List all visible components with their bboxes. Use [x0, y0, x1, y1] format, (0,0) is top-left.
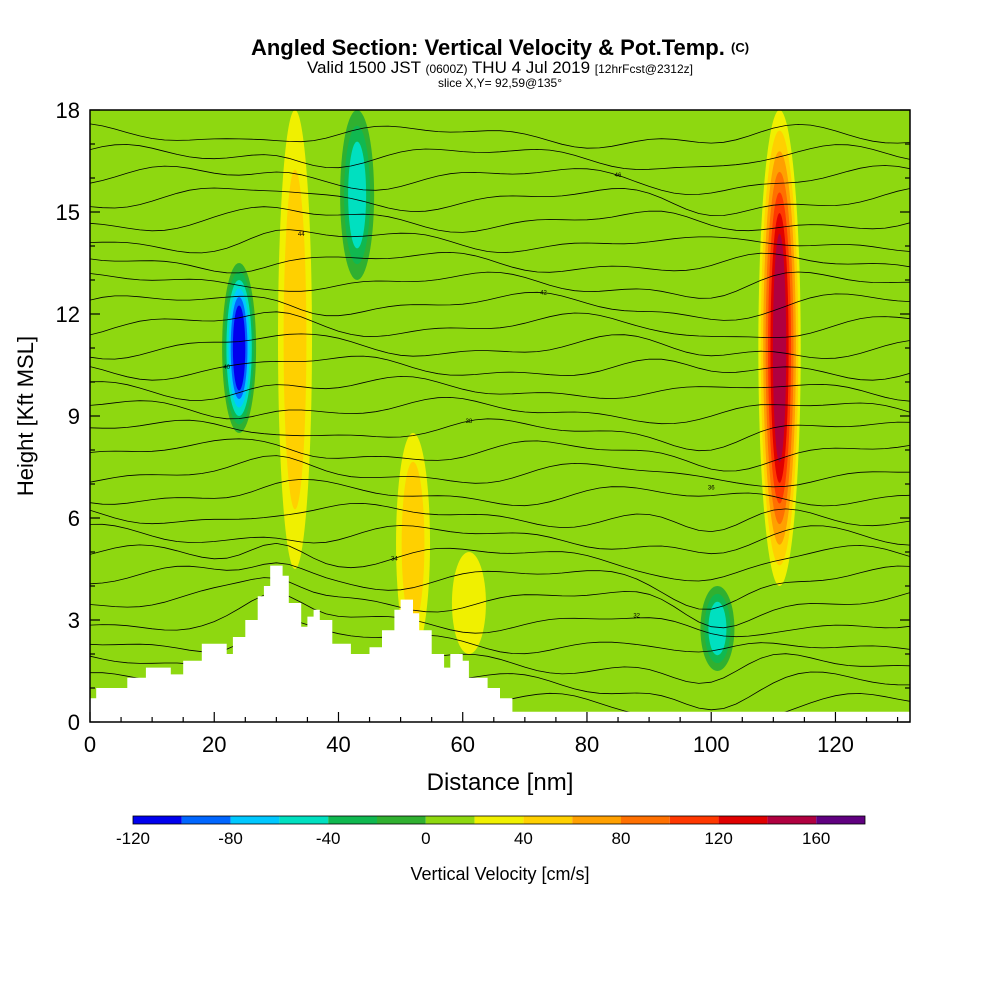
isentrope: [90, 455, 910, 488]
isentrope-label: 32: [633, 614, 640, 620]
isentrope: [90, 229, 910, 254]
isentrope-label: 36: [708, 485, 715, 491]
y-axis-label: Height [Kft MSL]: [13, 336, 38, 496]
x-axis-label: Distance [nm]: [427, 769, 574, 796]
colorbar-swatch: [718, 816, 768, 824]
y-tick-label: 3: [68, 608, 80, 633]
colorbar-swatch: [572, 816, 621, 824]
isentrope: [90, 592, 910, 638]
colorbar-tick-label: 120: [704, 829, 732, 848]
colorbar-swatch: [523, 816, 573, 824]
colorbar-swatch: [133, 816, 182, 824]
isentrope: [90, 438, 910, 472]
isentrope: [90, 291, 910, 321]
isentrope: [90, 271, 910, 299]
colorbar-swatch: [279, 816, 329, 824]
colorbar-tick-label: 0: [421, 829, 430, 848]
colorbar-swatch: [377, 816, 426, 824]
isentrope: [90, 542, 910, 582]
y-tick-label: 6: [68, 506, 80, 531]
updraft-band: [772, 233, 787, 463]
terrain-profile: [90, 565, 910, 722]
isentrope-label: 38: [466, 419, 473, 425]
colorbar-swatch: [669, 816, 719, 824]
colorbar-label: Vertical Velocity [cm/s]: [410, 864, 590, 884]
colorbar-swatch: [474, 816, 524, 824]
x-tick-label: 120: [817, 732, 854, 757]
x-tick-label: 0: [84, 732, 96, 757]
colorbar-swatch: [230, 816, 280, 824]
forecast-info: [12hrFcst@2312z]: [594, 62, 693, 76]
isentrope: [90, 187, 910, 217]
isentrope: [90, 144, 910, 170]
x-tick-label: 60: [450, 732, 474, 757]
colorbar-tick-label: 160: [802, 829, 830, 848]
x-tick-label: 20: [202, 732, 226, 757]
updraft-band: [401, 461, 425, 626]
colorbar-tick-label: -80: [218, 829, 243, 848]
colorbar-swatch: [425, 816, 475, 824]
slice-info: slice X,Y= 92,59@135°: [437, 76, 563, 90]
colorbar-border: [132, 815, 866, 825]
isentrope: [90, 396, 910, 425]
y-tick-label: 18: [56, 98, 80, 123]
updraft-band: [283, 169, 307, 510]
isentrope: [90, 375, 910, 402]
y-tick-label: 0: [68, 710, 80, 735]
colorbar-tick-label: 80: [612, 829, 631, 848]
downdraft-band: [232, 305, 246, 391]
colorbar: -120 -80 -40 0 40 80 120 160: [116, 815, 866, 848]
colorbar-tick-label: -40: [316, 829, 341, 848]
valid-utc: (0600Z): [425, 62, 468, 76]
x-tick-label: 100: [693, 732, 730, 757]
isentrope-label: 34: [391, 556, 398, 562]
y-tick-label: 12: [56, 302, 80, 327]
valid-time: Valid 1500 JST: [306, 58, 421, 77]
colorbar-swatch: [181, 816, 231, 824]
isentrope: [90, 311, 910, 339]
downdraft-band: [348, 141, 367, 249]
isentrope: [90, 418, 910, 452]
isentrope-label: 44: [298, 232, 305, 238]
isentrope-label: 40: [223, 365, 230, 371]
isentrope: [90, 165, 910, 195]
colorbar-swatch: [328, 816, 377, 824]
chart-title-unit: (C): [731, 40, 750, 55]
isentrope: [90, 123, 910, 149]
x-axis: 0 20 40 60 80 100 120: [84, 712, 899, 757]
isentrope: [90, 478, 910, 507]
isentrope: [90, 562, 910, 610]
colorbar-swatch: [767, 816, 817, 824]
colorbar-swatch: [621, 816, 670, 824]
y-tick-label: 15: [56, 200, 80, 225]
chart-title: Angled Section: Vertical Velocity & Pot.…: [0, 36, 1000, 60]
updraft-band: [451, 552, 486, 654]
valid-time-line: Valid 1500 JST (0600Z) THU 4 Jul 2019 [1…: [0, 59, 1000, 78]
colorbar-swatch: [816, 816, 865, 824]
isentrope: [90, 251, 910, 274]
colorbar-tick-label: 40: [514, 829, 533, 848]
y-tick-label: 9: [68, 404, 80, 429]
isentrope: [90, 502, 910, 533]
colorbar-tick-label: -120: [116, 829, 150, 848]
valid-date: THU 4 Jul 2019: [471, 58, 591, 77]
isentrope: [90, 206, 910, 233]
isentrope-label: 42: [540, 291, 547, 297]
x-tick-label: 40: [326, 732, 350, 757]
isentrope: [90, 355, 910, 381]
isentrope: [90, 577, 910, 629]
isentrope-label: 46: [615, 173, 622, 179]
chart-title-main: Angled Section: Vertical Velocity & Pot.…: [250, 35, 725, 60]
isentrope: [90, 523, 910, 555]
x-tick-label: 80: [575, 732, 599, 757]
terrain-fill: [90, 565, 910, 722]
downdraft-band: [708, 601, 727, 656]
isentrope: [90, 333, 910, 360]
